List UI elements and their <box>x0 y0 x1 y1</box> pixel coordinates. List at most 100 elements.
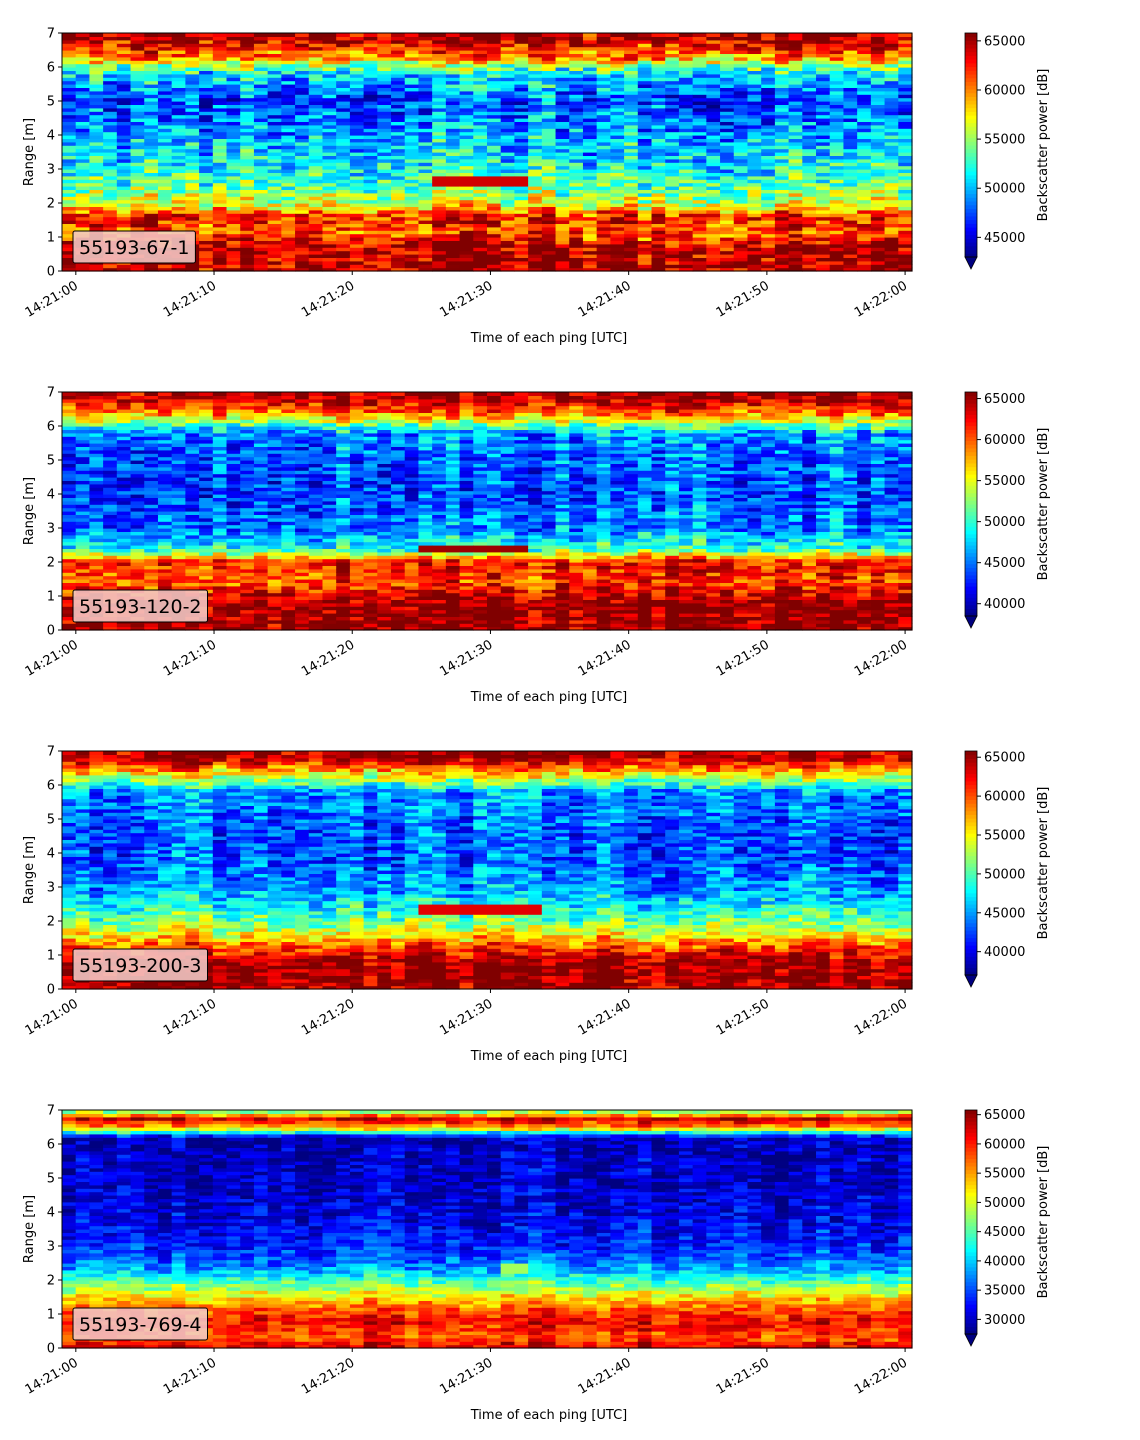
heatmap-cell <box>556 166 570 170</box>
heatmap-cell <box>885 200 899 204</box>
colorbar-segment <box>965 179 977 183</box>
heatmap-cell <box>720 200 734 204</box>
heatmap-cell <box>460 193 474 197</box>
heatmap-cell <box>281 251 295 255</box>
heatmap-cell <box>336 251 350 255</box>
heatmap-cell <box>487 217 501 221</box>
heatmap-cell <box>62 142 76 146</box>
heatmap-cell <box>487 183 501 187</box>
heatmap-cell <box>103 470 117 474</box>
heatmap-cell <box>295 193 309 197</box>
heatmap-cell <box>597 210 611 214</box>
heatmap-cell <box>665 227 679 231</box>
serial-label-box: 55193-67-1 <box>73 231 195 263</box>
heatmap-cell <box>583 183 597 187</box>
heatmap-cell <box>789 159 803 163</box>
heatmap-cell <box>624 200 638 204</box>
heatmap-cell <box>610 149 624 153</box>
heatmap-cell <box>432 264 446 268</box>
heatmap-cell <box>693 200 707 204</box>
heatmap-cell <box>542 251 556 255</box>
heatmap-cell <box>158 149 172 153</box>
heatmap-cell <box>350 251 364 255</box>
heatmap-cell <box>843 217 857 221</box>
heatmap-cell <box>227 210 241 214</box>
heatmap-cell <box>679 234 693 238</box>
heatmap-cell <box>665 251 679 255</box>
y-tick-label: 3 <box>47 163 55 178</box>
heatmap-cell <box>528 149 542 153</box>
heatmap-cell <box>761 132 775 136</box>
heatmap-cell <box>309 217 323 221</box>
heatmap-cell <box>158 264 172 268</box>
heatmap-cell <box>322 33 336 37</box>
heatmap-cell <box>281 33 295 37</box>
heatmap-cell <box>446 166 460 170</box>
heatmap-cell <box>775 33 789 37</box>
heatmap-cell <box>542 149 556 153</box>
heatmap-cell <box>62 159 76 163</box>
heatmap-cell <box>432 227 446 231</box>
heatmap-cell <box>227 132 241 136</box>
heatmap-cell <box>240 183 254 187</box>
heatmap-cell <box>76 149 90 153</box>
x-tick-label: 14:22:00 <box>852 278 910 320</box>
colorbar-segment <box>965 152 977 156</box>
heatmap-cell <box>117 419 131 423</box>
heatmap-cell <box>295 217 309 221</box>
heatmap-cell <box>117 227 131 231</box>
heatmap-cell <box>281 159 295 163</box>
heatmap-cell <box>144 217 158 221</box>
heatmap-cell <box>172 132 186 136</box>
heatmap-cell <box>679 264 693 268</box>
heatmap-cell <box>103 504 117 508</box>
heatmap-cell <box>775 159 789 163</box>
heatmap-cell <box>336 227 350 231</box>
heatmap-cell <box>281 210 295 214</box>
heatmap-cell <box>322 244 336 248</box>
heatmap-cell <box>857 142 871 146</box>
heatmap-cell <box>364 200 378 204</box>
heatmap-cell <box>583 244 597 248</box>
heatmap-cell <box>103 419 117 423</box>
heatmap-cell <box>89 132 103 136</box>
colorbar-tick-label: 45000 <box>984 231 1025 246</box>
heatmap-cell <box>501 159 515 163</box>
heatmap-cell <box>295 251 309 255</box>
heatmap-cell <box>62 504 76 508</box>
heatmap-cell <box>131 210 145 214</box>
heatmap-cell <box>638 244 652 248</box>
colorbar-tick-label: 65000 <box>984 34 1025 49</box>
heatmap-cell <box>638 132 652 136</box>
heatmap-cell <box>117 504 131 508</box>
heatmap-cell <box>364 264 378 268</box>
heatmap-cell <box>117 176 131 180</box>
heatmap-cell <box>734 149 748 153</box>
heatmap-cell <box>569 210 583 214</box>
heatmap-cell <box>871 149 885 153</box>
heatmap-cell <box>747 149 761 153</box>
heatmap-cell <box>624 217 638 221</box>
heatmap-cell <box>583 142 597 146</box>
heatmap-cell <box>898 149 912 153</box>
heatmap-cell <box>227 193 241 197</box>
heatmap-cell <box>377 183 391 187</box>
heatmap-cell <box>665 210 679 214</box>
heatmap-cell <box>775 183 789 187</box>
heatmap-cell <box>350 200 364 204</box>
heatmap-cell <box>268 149 282 153</box>
colorbar-segment <box>965 145 977 149</box>
heatmap-cell <box>473 33 487 37</box>
heatmap-cell <box>624 183 638 187</box>
heatmap-cell <box>665 176 679 180</box>
heatmap-cell <box>761 33 775 37</box>
x-tick-label: 14:21:20 <box>299 278 357 320</box>
heatmap-cell <box>638 193 652 197</box>
heatmap-cell <box>597 149 611 153</box>
heatmap-cell <box>76 200 90 204</box>
heatmap-cell <box>199 251 213 255</box>
heatmap-cell <box>460 200 474 204</box>
heatmap-cell <box>213 244 227 248</box>
heatmap-cell <box>871 132 885 136</box>
heatmap-cell <box>542 210 556 214</box>
